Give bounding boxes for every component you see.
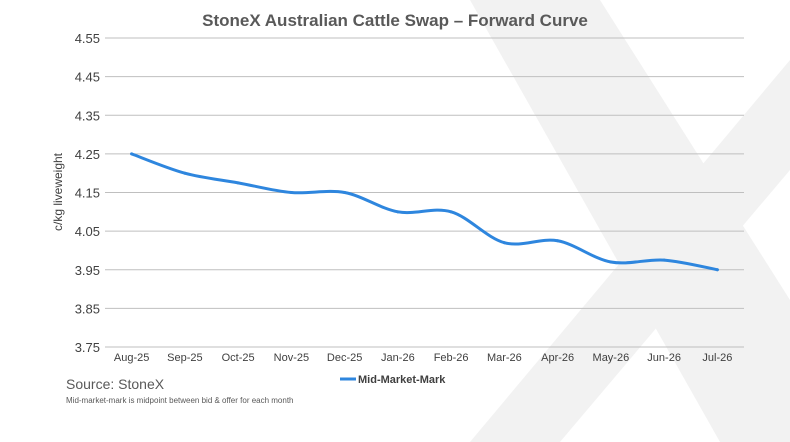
y-tick-label: 4.25 xyxy=(75,147,100,162)
gridlines xyxy=(105,37,744,348)
x-tick-label: May-26 xyxy=(593,352,630,364)
x-tick-label: Jul-26 xyxy=(702,352,732,364)
data-point xyxy=(396,210,400,214)
data-point xyxy=(183,171,187,175)
x-tick-label: Feb-26 xyxy=(434,352,469,364)
data-point xyxy=(236,181,240,185)
data-point xyxy=(130,152,134,156)
x-tick-label: Aug-25 xyxy=(114,352,149,364)
y-tick-label: 4.45 xyxy=(75,70,100,85)
series-layer xyxy=(130,152,719,272)
data-point xyxy=(449,210,453,214)
legend: Mid-Market-Mark xyxy=(340,374,446,386)
y-tick-label: 4.05 xyxy=(75,224,100,239)
y-tick-label: 3.95 xyxy=(75,263,100,278)
data-point xyxy=(556,239,560,243)
source-note: Source: StoneX xyxy=(66,376,165,392)
series-line-mid-market-mark xyxy=(130,152,719,272)
x-tick-label: Nov-25 xyxy=(274,352,309,364)
y-axis-label: c/kg liveweight xyxy=(51,152,65,231)
x-axis-ticks: Aug-25 Sep-25 Oct-25 Nov-25 Dec-25 Jan-26 Feb-… xyxy=(114,352,732,364)
x-tick-label: Mar-26 xyxy=(487,352,522,364)
x-tick-label: Oct-25 xyxy=(222,352,255,364)
data-point xyxy=(502,241,506,245)
footnote: Mid-market-mark is midpoint between bid … xyxy=(66,396,294,405)
y-tick-label: 3.75 xyxy=(75,340,100,355)
data-point xyxy=(289,191,293,194)
y-tick-label: 4.15 xyxy=(75,186,100,201)
y-axis-ticks: 4.55 4.45 4.35 4.25 4.15 4.05 3.95 3.85 3.75 xyxy=(75,31,100,355)
data-point xyxy=(662,258,666,262)
data-point xyxy=(343,191,347,194)
y-tick-label: 3.85 xyxy=(75,301,100,316)
legend-label: Mid-Market-Mark xyxy=(358,374,446,386)
x-tick-label: Jan-26 xyxy=(381,352,415,364)
x-tick-label: Jun-26 xyxy=(647,352,681,364)
data-point xyxy=(609,260,613,264)
stonex-x-watermark xyxy=(470,0,790,442)
x-tick-label: Apr-26 xyxy=(541,352,574,364)
x-tick-label: Sep-25 xyxy=(167,352,202,364)
y-tick-label: 4.35 xyxy=(75,108,100,123)
chart-title: StoneX Australian Cattle Swap – Forward … xyxy=(202,11,588,30)
data-point xyxy=(715,268,719,272)
x-tick-label: Dec-25 xyxy=(327,352,362,364)
y-tick-label: 4.55 xyxy=(75,31,100,46)
